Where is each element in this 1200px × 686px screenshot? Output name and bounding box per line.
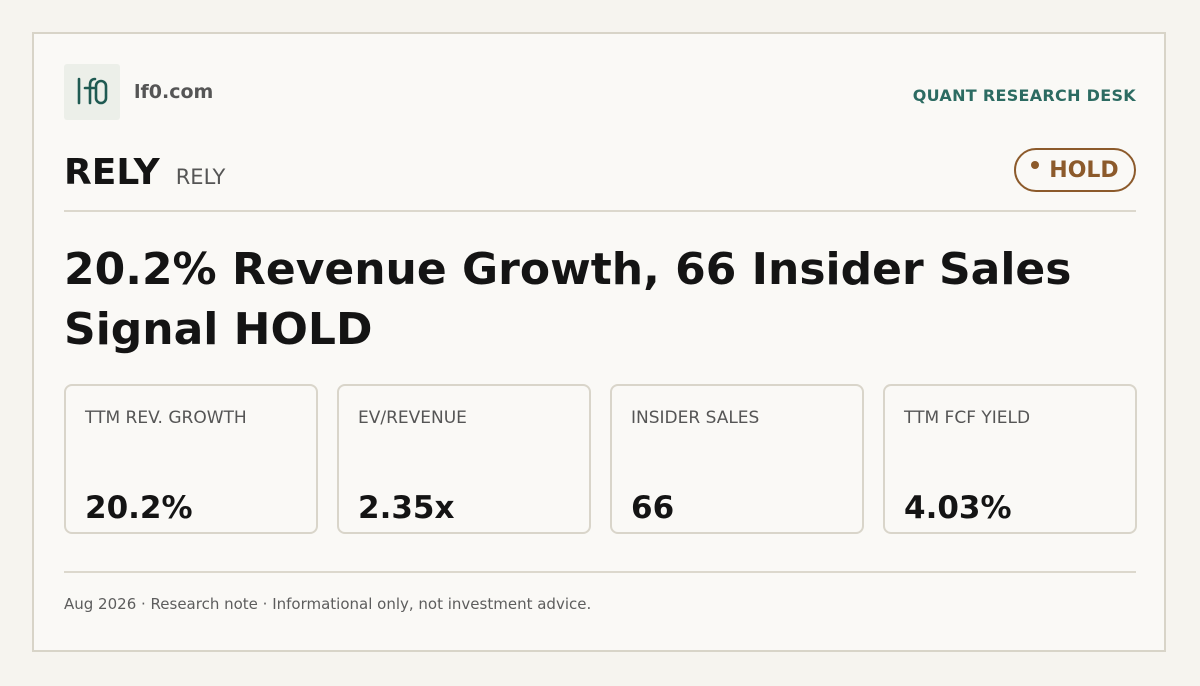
desk-label: QUANT RESEARCH DESK [912, 86, 1136, 105]
ticker-name: RELY [175, 165, 226, 189]
metric-value: 66 [631, 490, 675, 526]
metric-card-insider-sales: INSIDER SALES 66 [610, 384, 864, 534]
metric-card-ev-revenue: EV/REVENUE 2.35x [337, 384, 591, 534]
rating-label: HOLD [1049, 157, 1119, 183]
metric-label: INSIDER SALES [631, 408, 760, 428]
rating-dot-icon [1031, 161, 1040, 169]
rating-badge: HOLD [1014, 148, 1136, 192]
research-card: lf0.com QUANT RESEARCH DESK RELY RELY HO… [32, 32, 1166, 652]
ticker-row: RELY RELY [64, 152, 225, 193]
metric-label: EV/REVENUE [358, 408, 467, 428]
metric-label: TTM FCF YIELD [904, 408, 1031, 428]
metric-value: 20.2% [85, 490, 193, 526]
metrics-row: TTM REV. GROWTH 20.2% EV/REVENUE 2.35x I… [64, 384, 1137, 534]
footer-disclaimer: Aug 2026 · Research note · Informational… [64, 595, 592, 613]
ticker-symbol: RELY [64, 152, 160, 193]
metric-card-rev-growth: TTM REV. GROWTH 20.2% [64, 384, 318, 534]
metric-card-fcf-yield: TTM FCF YIELD 4.03% [883, 384, 1137, 534]
brand-header: lf0.com [64, 64, 213, 120]
lf0-logo-icon [77, 77, 108, 105]
metric-label: TTM REV. GROWTH [85, 408, 247, 428]
metric-value: 4.03% [904, 490, 1012, 526]
header-divider [64, 210, 1136, 212]
footer-divider [64, 571, 1136, 573]
headline: 20.2% Revenue Growth, 66 Insider Sales S… [64, 244, 1072, 355]
brand-logo [64, 64, 120, 120]
metric-value: 2.35x [358, 490, 455, 526]
brand-domain: lf0.com [134, 81, 214, 103]
